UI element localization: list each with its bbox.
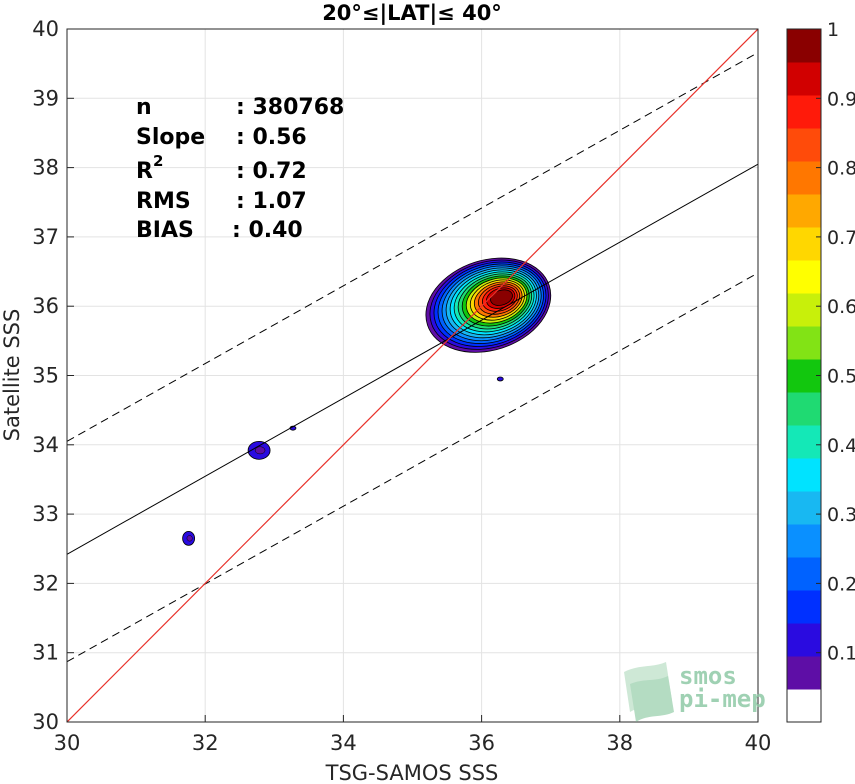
density-contours — [182, 257, 552, 546]
y-tick-labels: 30 31 32 33 34 35 36 37 38 39 40 — [32, 17, 59, 734]
x-tick-labels: 30 32 34 36 38 40 — [54, 731, 772, 755]
y-tick-label: 37 — [32, 225, 59, 249]
x-tick-label: 36 — [468, 731, 495, 755]
colorbar-band — [787, 458, 821, 492]
stat-n-label: n — [136, 95, 152, 120]
colorbar-band — [787, 260, 821, 294]
colorbar-band — [787, 524, 821, 558]
stat-r2-value: : 0.72 — [236, 159, 307, 184]
y-tick-label: 40 — [32, 17, 59, 41]
stat-rms-value: : 1.07 — [236, 189, 307, 214]
x-tick-label: 32 — [192, 731, 219, 755]
colorbar-tick-label: 0.9 — [827, 88, 855, 110]
colorbar — [787, 29, 821, 723]
stat-slope-label: Slope — [136, 125, 205, 150]
regression-line — [67, 163, 758, 555]
identity-line — [67, 29, 758, 722]
colorbar-band — [787, 623, 821, 657]
stat-r2-label: R — [136, 159, 153, 184]
colorbar-band — [787, 689, 821, 723]
colorbar-band — [787, 557, 821, 591]
colorbar-band — [787, 293, 821, 327]
y-tick-label: 33 — [32, 502, 59, 526]
stat-slope-value: : 0.56 — [236, 125, 307, 150]
colorbar-tick-label: 0.5 — [827, 366, 855, 388]
colorbar-band — [787, 95, 821, 129]
stat-rms-label: RMS — [136, 189, 191, 214]
colorbar-band — [787, 161, 821, 195]
colorbar-tick-label: 0.6 — [827, 296, 855, 318]
colorbar-tick-label: 0.1 — [827, 643, 855, 665]
colorbar-band — [787, 656, 821, 690]
x-tick-label: 34 — [330, 731, 357, 755]
colorbar-band — [787, 227, 821, 261]
x-tick-label: 30 — [54, 731, 81, 755]
smos-pimep-logo: smos pi-mep — [624, 662, 766, 722]
x-tick-label: 40 — [745, 731, 772, 755]
logo-waves-icon-2 — [630, 676, 674, 722]
colorbar-tick-label: 0.8 — [827, 158, 855, 180]
chart-title: 20°≤|LAT|≤ 40° — [322, 1, 502, 26]
x-tick-label: 38 — [606, 731, 633, 755]
y-axis-label: Satellite SSS — [0, 309, 24, 442]
colorbar-band — [787, 590, 821, 624]
contour-island — [496, 376, 504, 382]
colorbar-tick-label: 0.7 — [827, 227, 855, 249]
colorbar-tick-label: 0.3 — [827, 504, 855, 526]
colorbar-band — [787, 62, 821, 96]
colorbar-band — [787, 29, 821, 63]
confidence-line-upper — [67, 52, 758, 442]
y-tick-label: 31 — [32, 641, 59, 665]
colorbar-band — [787, 128, 821, 162]
stat-bias-label: BIAS — [136, 218, 194, 243]
confidence-line-lower — [67, 272, 758, 663]
y-tick-label: 30 — [32, 710, 59, 734]
contour-island-inner — [186, 535, 193, 542]
colorbar-band — [787, 194, 821, 228]
contour-island-inner — [254, 446, 266, 455]
y-tick-label: 32 — [32, 571, 59, 595]
colorbar-tick-labels: 0.1 0.2 0.3 0.4 0.5 0.6 0.7 0.8 0.9 1 — [816, 19, 855, 665]
stats-annotation: n : 380768 Slope : 0.56 R 2 : 0.72 RMS :… — [136, 95, 344, 243]
stat-r2-sup: 2 — [153, 152, 163, 170]
x-axis-label: TSG-SAMOS SSS — [325, 761, 499, 784]
colorbar-band — [787, 491, 821, 525]
y-tick-label: 36 — [32, 294, 59, 318]
y-tick-label: 39 — [32, 86, 59, 110]
y-tick-label: 38 — [32, 156, 59, 180]
y-tick-label: 35 — [32, 364, 59, 388]
stat-bias-value: : 0.40 — [232, 218, 303, 243]
colorbar-tick-label: 1 — [827, 19, 839, 41]
logo-text-smos: smos — [679, 662, 737, 690]
logo-text-pimep: pi-mep — [679, 685, 766, 713]
colorbar-band — [787, 359, 821, 393]
stat-n-value: : 380768 — [236, 95, 344, 120]
axes-frame — [66, 28, 759, 723]
colorbar-band — [787, 425, 821, 459]
colorbar-tick-label: 0.2 — [827, 573, 855, 595]
y-tick-label: 34 — [32, 433, 59, 457]
colorbar-band — [787, 326, 821, 360]
colorbar-band — [787, 392, 821, 426]
colorbar-tick-label: 0.4 — [827, 435, 855, 457]
contour-level — [490, 289, 513, 306]
